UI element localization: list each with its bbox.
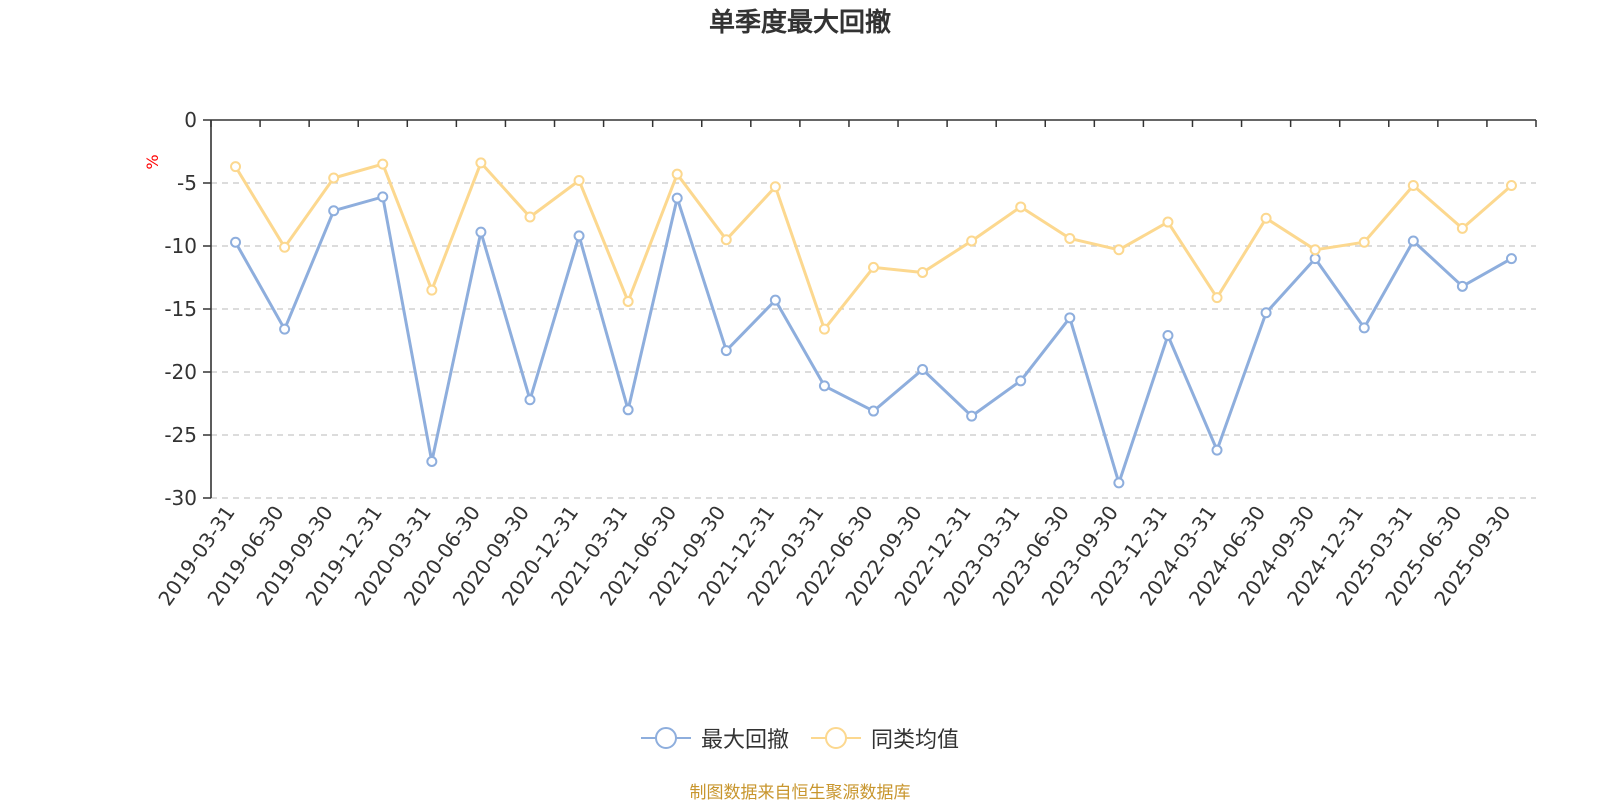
series-2-point-11 [769,181,781,193]
series-1-point-21 [1260,307,1272,319]
series-2-point-5 [475,157,487,169]
series-2-point-16 [1015,201,1027,213]
axes [203,119,1537,499]
series-1-point-1 [279,323,291,335]
series-2-point-4 [426,284,438,296]
series-2-point-25 [1456,222,1468,234]
y-tick-labels: 0 -5 -10 -15 -20 -25 -30% [143,108,197,510]
series-1-point-23 [1358,322,1370,334]
series-2-point-7 [573,174,585,186]
series-2-point-19 [1162,216,1174,228]
legend: 最大回撤 同类均值 [0,722,1600,754]
series-1-point-22 [1309,253,1321,265]
series-1-point-20 [1211,444,1223,456]
series-line-1 [234,195,1513,485]
y-tick-label-2: -10 [164,234,197,258]
series-2-point-6 [524,211,536,223]
y-tick-label-4: -20 [164,360,197,384]
x-tick-labels: 2019-03-312019-06-302019-09-302019-12-31… [153,501,1515,610]
series-2-point-2 [328,172,340,184]
series-1-point-25 [1456,280,1468,292]
y-axis-label: % [143,154,162,169]
series-2-point-12 [818,323,830,335]
series-1-point-6 [524,394,536,406]
series-2-point-14 [917,266,929,278]
series-2-point-15 [966,235,978,247]
legend-marker-series-2-icon [811,727,861,749]
series-2-point-21 [1260,212,1272,224]
chart-title: 单季度最大回撤 [708,8,891,38]
legend-circle-series-2 [825,727,847,749]
series-1-point-8 [622,404,634,416]
series-2-point-18 [1113,244,1125,256]
series-1-point-0 [230,236,242,248]
series-2-point-9 [671,168,683,180]
y-tick-label-3: -15 [164,297,197,321]
y-tick-label-5: -25 [164,423,197,447]
series-2-point-17 [1064,232,1076,244]
legend-item-series-2[interactable]: 同类均值 [811,722,959,754]
series-2-point-10 [720,234,732,246]
series-2-point-23 [1358,236,1370,248]
y-tick-label-6: -30 [164,486,197,510]
series-1-point-26 [1505,253,1517,265]
series-1-point-2 [328,205,340,217]
grid-lines [211,182,1536,499]
series-1-point-7 [573,230,585,242]
series-1-point-3 [377,191,389,203]
y-tick-label-1: -5 [177,171,197,195]
series-1-point-5 [475,226,487,238]
legend-marker-series-1-icon [640,727,691,749]
legend-label-series-1: 最大回撤 [700,728,789,753]
series-2-point-3 [377,158,389,170]
series-1-point-10 [720,345,732,357]
series-1-point-12 [818,380,830,392]
series-1-point-16 [1015,375,1027,387]
series-1-point-9 [671,192,683,204]
series-2-point-24 [1407,180,1419,192]
series-2-point-0 [230,161,242,173]
series-1-point-4 [426,455,438,467]
series-1-point-19 [1162,329,1174,341]
series-2-point-1 [279,241,291,253]
legend-label-series-2: 同类均值 [871,728,960,753]
series-points [230,157,1517,489]
series-2-point-20 [1211,292,1223,304]
y-tick-label-0: 0 [184,108,197,132]
series-1-point-18 [1113,477,1125,489]
source-note: 制图数据来自恒生聚源数据库 [689,783,911,803]
legend-circle-series-1 [654,727,677,749]
series-1-point-13 [868,405,879,417]
series-1-point-11 [769,294,781,306]
series-1-point-24 [1407,235,1419,247]
series-2-point-26 [1505,180,1517,192]
legend-item-series-1[interactable]: 最大回撤 [640,722,789,754]
series-2-point-8 [622,295,634,307]
series-2-point-22 [1309,244,1321,256]
series-1-point-14 [917,363,929,375]
series-1-point-15 [966,410,978,422]
series-1-point-17 [1064,312,1076,324]
series-2-point-13 [868,261,879,273]
